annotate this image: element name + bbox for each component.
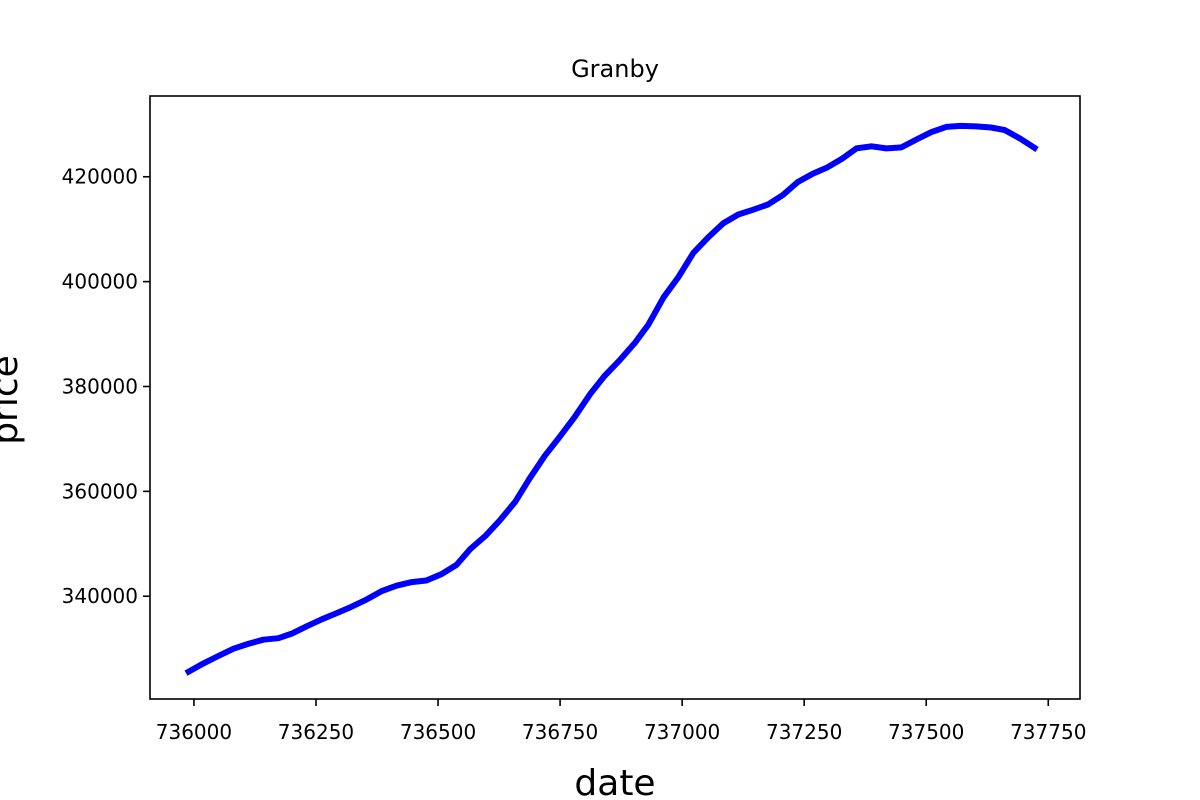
y-axis: 340000 360000 380000 400000 420000 xyxy=(62,165,150,608)
x-axis-label: date xyxy=(574,763,655,800)
y-tick-label: 360000 xyxy=(62,479,138,503)
x-tick-label: 736250 xyxy=(278,720,354,744)
x-tick-label: 737750 xyxy=(1010,720,1086,744)
x-tick-label: 736000 xyxy=(156,720,232,744)
x-tick-label: 737500 xyxy=(888,720,964,744)
x-tick-label: 737250 xyxy=(766,720,842,744)
chart-title: Granby xyxy=(571,55,659,83)
plot-area-frame xyxy=(149,95,1081,700)
x-axis: 736000 736250 736500 736750 737000 737250 7375… xyxy=(156,699,1086,744)
y-tick-label: 380000 xyxy=(62,374,138,398)
y-tick-label: 420000 xyxy=(62,165,138,189)
series-lines xyxy=(184,122,1039,676)
y-tick-label: 400000 xyxy=(62,270,138,294)
y-tick-label: 340000 xyxy=(62,584,138,608)
x-tick-label: 736750 xyxy=(522,720,598,744)
y-axis-label: price xyxy=(0,355,26,445)
x-tick-label: 737000 xyxy=(644,720,720,744)
series-line xyxy=(184,122,1039,676)
x-tick-label: 736500 xyxy=(400,720,476,744)
